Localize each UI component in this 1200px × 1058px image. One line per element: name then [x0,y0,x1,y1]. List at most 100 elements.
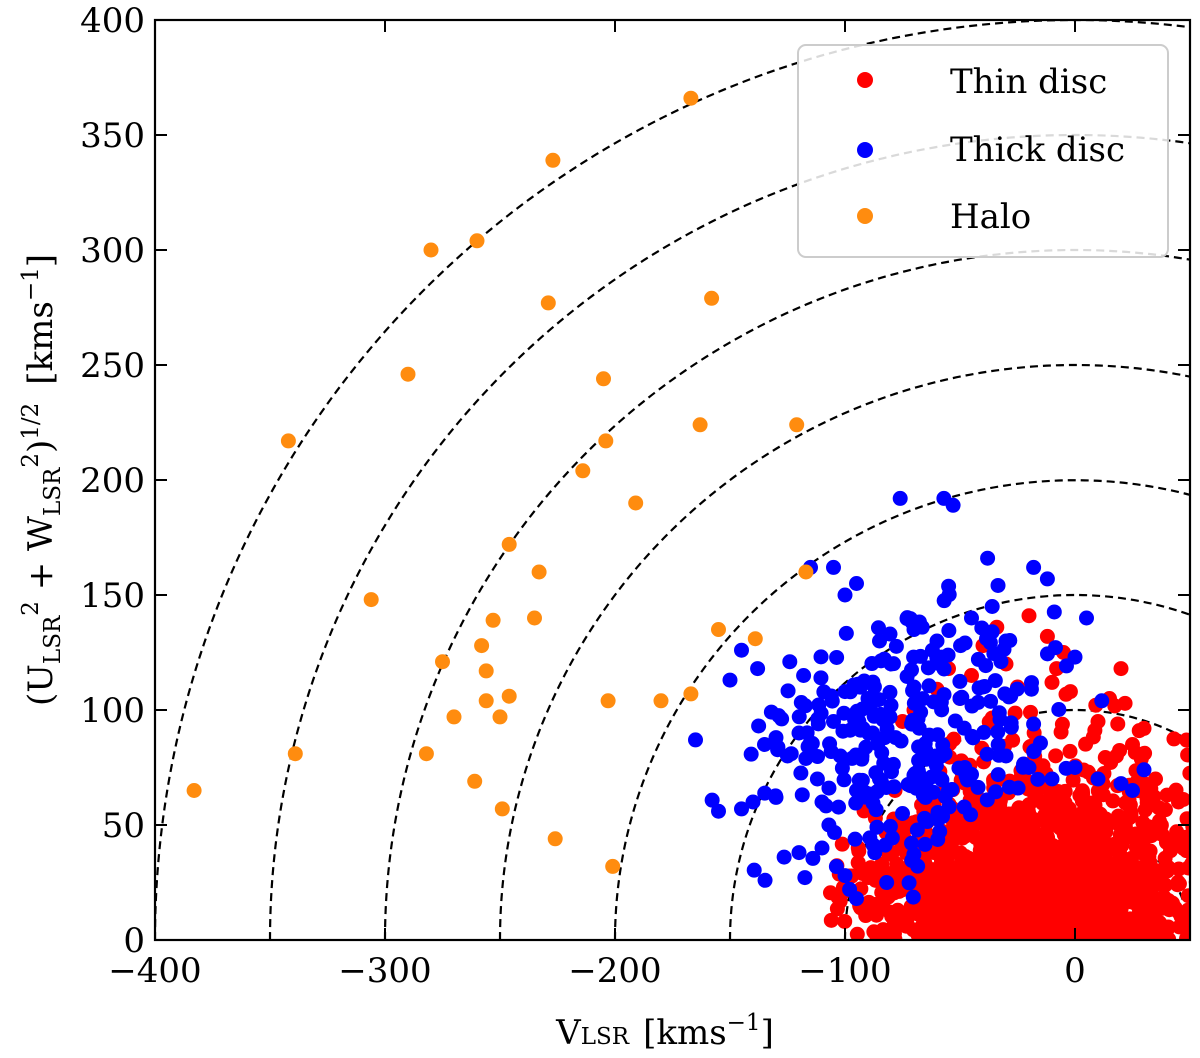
thick-point [816,684,832,700]
thin-point [1044,926,1060,940]
thin-point [1012,901,1028,917]
thick-point [837,868,853,884]
halo-point [400,366,416,382]
thick-point [849,783,864,798]
legend-box [797,44,1169,258]
thin-point [885,920,901,936]
thin-point [955,920,971,936]
thick-point [821,780,837,796]
thin-point [1135,815,1151,831]
thick-point [964,766,979,782]
thick-point [813,649,829,665]
thin-point [993,844,1009,860]
thin-point [867,896,883,912]
thick-point [929,633,945,649]
thin-point [1172,834,1188,850]
thin-point [1068,886,1084,902]
thin-point [1020,875,1036,891]
thick-point [936,661,952,677]
thin-point [913,905,929,921]
thick-point [883,656,899,672]
thin-point [1005,916,1021,932]
thin-point [946,731,962,747]
thin-point [1098,824,1114,840]
halo-point [363,592,379,608]
thick-point [805,850,821,866]
thick-point [746,862,762,878]
thick-point [865,837,881,853]
halo-point [531,564,547,580]
thin-point [1052,820,1068,836]
x-tick-label: −100 [798,951,891,991]
thin-point [1017,845,1033,861]
y-tick-label: 50 [102,806,145,846]
thick-point [970,779,986,795]
thick-point [757,785,773,801]
thin-point [849,926,865,940]
halo-point [575,463,591,479]
thin-point [1153,817,1169,833]
y-tick-label: 350 [80,116,145,156]
thin-point [1180,747,1190,763]
thick-point [990,767,1006,783]
thin-point [1110,816,1126,832]
thick-point [888,638,904,654]
y-tick-label: 150 [80,576,145,616]
legend-label-thick-disc: Thick disc [950,130,1125,170]
thick-point [793,765,809,781]
thin-point [837,913,853,929]
thick-point [768,789,784,805]
thin-point [1128,914,1144,930]
thick-point [1113,776,1129,792]
thin-point [1097,928,1113,940]
thin-point [880,889,896,905]
thick-point [988,784,1004,800]
thick-point [934,649,950,665]
x-tick-label: −400 [108,951,201,991]
thick-point [984,599,1000,614]
thin-point [1137,861,1153,877]
thick-point [1010,780,1026,796]
thin-point [1152,915,1168,931]
halo-point [747,631,763,647]
thin-point [919,917,935,933]
thick-point [745,794,761,810]
thin-point [823,912,839,928]
thin-point [1110,716,1126,732]
halo-point [547,831,563,847]
thick-point [704,792,720,808]
thin-point [980,883,996,899]
thick-point [952,673,968,689]
thick-point [945,497,961,513]
thin-point [1040,811,1056,827]
x-tick-label: −300 [338,951,431,991]
thick-point [990,577,1006,593]
thick-point [793,695,809,711]
thick-point [970,651,986,667]
thick-point [932,824,948,840]
halo-point [418,746,434,762]
thick-point [980,550,996,566]
thick-point [913,648,929,664]
thick-point [920,660,936,676]
thin-point [1054,716,1070,732]
thick-point [906,679,922,695]
thin-point [1048,748,1064,764]
thin-point [832,893,848,909]
thick-point [826,559,841,575]
thick-point [1136,762,1152,778]
thick-point [847,831,863,847]
thin-point [1118,795,1134,811]
thick-point [979,746,995,762]
thin-point [1090,714,1106,729]
halo-point [540,295,556,311]
toomre-circle-150 [728,593,1190,940]
halo-point [485,612,501,628]
thick-point [822,736,838,752]
thin-point [1103,859,1119,875]
thin-point [1060,929,1076,940]
thin-point [1103,890,1119,906]
thick-point [990,737,1006,753]
thick-point [1079,610,1094,626]
